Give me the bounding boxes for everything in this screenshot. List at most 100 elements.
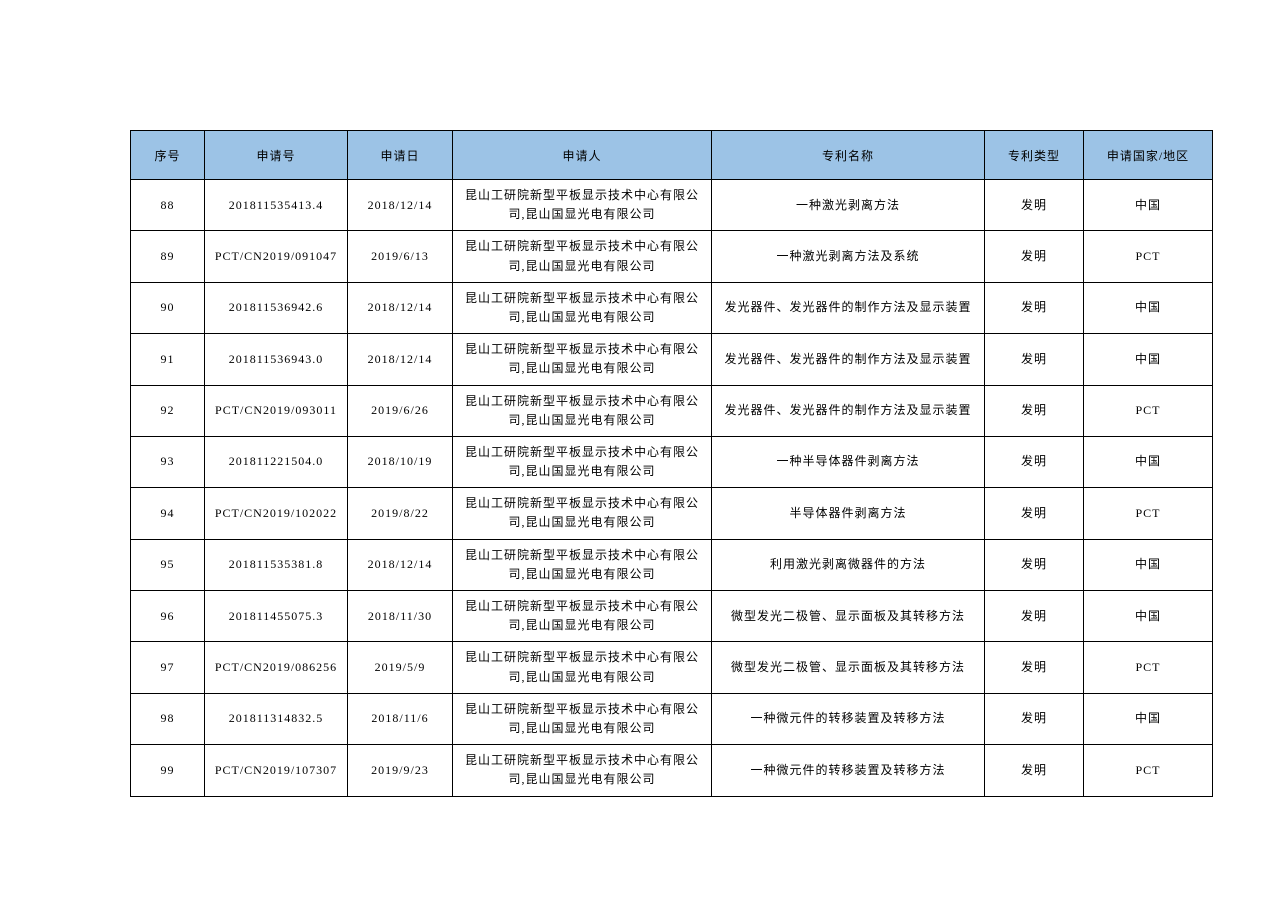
table-row: 88201811535413.42018/12/14昆山工研院新型平板显示技术中… xyxy=(131,180,1213,231)
cell-seq: 99 xyxy=(131,745,205,796)
table-row: 99PCT/CN2019/1073072019/9/23昆山工研院新型平板显示技… xyxy=(131,745,1213,796)
cell-applicant: 昆山工研院新型平板显示技术中心有限公司,昆山国显光电有限公司 xyxy=(453,282,712,333)
cell-patent-name: 发光器件、发光器件的制作方法及显示装置 xyxy=(712,282,985,333)
cell-country: 中国 xyxy=(1084,180,1213,231)
cell-applicant: 昆山工研院新型平板显示技术中心有限公司,昆山国显光电有限公司 xyxy=(453,436,712,487)
cell-seq: 95 xyxy=(131,539,205,590)
table-row: 94PCT/CN2019/1020222019/8/22昆山工研院新型平板显示技… xyxy=(131,488,1213,539)
patent-table: 序号 申请号 申请日 申请人 专利名称 专利类型 申请国家/地区 8820181… xyxy=(130,130,1213,797)
cell-patent-name: 发光器件、发光器件的制作方法及显示装置 xyxy=(712,334,985,385)
cell-applicant: 昆山工研院新型平板显示技术中心有限公司,昆山国显光电有限公司 xyxy=(453,385,712,436)
cell-app-date: 2019/8/22 xyxy=(348,488,453,539)
cell-patent-name: 一种激光剥离方法 xyxy=(712,180,985,231)
cell-patent-type: 发明 xyxy=(985,591,1084,642)
cell-country: 中国 xyxy=(1084,539,1213,590)
cell-applicant: 昆山工研院新型平板显示技术中心有限公司,昆山国显光电有限公司 xyxy=(453,231,712,282)
cell-app-no: PCT/CN2019/093011 xyxy=(205,385,348,436)
cell-app-date: 2019/6/26 xyxy=(348,385,453,436)
table-body: 88201811535413.42018/12/14昆山工研院新型平板显示技术中… xyxy=(131,180,1213,797)
cell-patent-name: 一种微元件的转移装置及转移方法 xyxy=(712,693,985,744)
cell-country: 中国 xyxy=(1084,282,1213,333)
cell-seq: 90 xyxy=(131,282,205,333)
cell-patent-type: 发明 xyxy=(985,180,1084,231)
table-row: 98201811314832.52018/11/6昆山工研院新型平板显示技术中心… xyxy=(131,693,1213,744)
cell-seq: 92 xyxy=(131,385,205,436)
cell-app-date: 2018/12/14 xyxy=(348,539,453,590)
cell-patent-name: 一种半导体器件剥离方法 xyxy=(712,436,985,487)
cell-app-no: PCT/CN2019/107307 xyxy=(205,745,348,796)
cell-app-date: 2018/10/19 xyxy=(348,436,453,487)
cell-patent-name: 一种激光剥离方法及系统 xyxy=(712,231,985,282)
cell-app-date: 2018/11/30 xyxy=(348,591,453,642)
col-header-seq: 序号 xyxy=(131,131,205,180)
cell-country: 中国 xyxy=(1084,591,1213,642)
cell-patent-name: 一种微元件的转移装置及转移方法 xyxy=(712,745,985,796)
cell-country: 中国 xyxy=(1084,693,1213,744)
cell-app-date: 2018/11/6 xyxy=(348,693,453,744)
cell-app-date: 2019/9/23 xyxy=(348,745,453,796)
table-row: 97PCT/CN2019/0862562019/5/9昆山工研院新型平板显示技术… xyxy=(131,642,1213,693)
col-header-patent-name: 专利名称 xyxy=(712,131,985,180)
cell-app-date: 2018/12/14 xyxy=(348,334,453,385)
cell-patent-name: 发光器件、发光器件的制作方法及显示装置 xyxy=(712,385,985,436)
cell-applicant: 昆山工研院新型平板显示技术中心有限公司,昆山国显光电有限公司 xyxy=(453,334,712,385)
cell-applicant: 昆山工研院新型平板显示技术中心有限公司,昆山国显光电有限公司 xyxy=(453,539,712,590)
cell-country: 中国 xyxy=(1084,334,1213,385)
cell-seq: 98 xyxy=(131,693,205,744)
cell-seq: 89 xyxy=(131,231,205,282)
cell-patent-type: 发明 xyxy=(985,642,1084,693)
cell-patent-name: 微型发光二极管、显示面板及其转移方法 xyxy=(712,642,985,693)
cell-app-date: 2018/12/14 xyxy=(348,282,453,333)
patent-table-container: 序号 申请号 申请日 申请人 专利名称 专利类型 申请国家/地区 8820181… xyxy=(130,130,1150,797)
table-header-row: 序号 申请号 申请日 申请人 专利名称 专利类型 申请国家/地区 xyxy=(131,131,1213,180)
table-row: 90201811536942.62018/12/14昆山工研院新型平板显示技术中… xyxy=(131,282,1213,333)
cell-patent-name: 微型发光二极管、显示面板及其转移方法 xyxy=(712,591,985,642)
table-row: 93201811221504.02018/10/19昆山工研院新型平板显示技术中… xyxy=(131,436,1213,487)
col-header-app-date: 申请日 xyxy=(348,131,453,180)
cell-applicant: 昆山工研院新型平板显示技术中心有限公司,昆山国显光电有限公司 xyxy=(453,745,712,796)
col-header-applicant: 申请人 xyxy=(453,131,712,180)
table-row: 91201811536943.02018/12/14昆山工研院新型平板显示技术中… xyxy=(131,334,1213,385)
cell-app-date: 2018/12/14 xyxy=(348,180,453,231)
cell-app-no: PCT/CN2019/091047 xyxy=(205,231,348,282)
cell-seq: 96 xyxy=(131,591,205,642)
cell-app-date: 2019/5/9 xyxy=(348,642,453,693)
table-row: 89PCT/CN2019/0910472019/6/13昆山工研院新型平板显示技… xyxy=(131,231,1213,282)
cell-patent-type: 发明 xyxy=(985,334,1084,385)
cell-country: 中国 xyxy=(1084,436,1213,487)
cell-patent-type: 发明 xyxy=(985,693,1084,744)
cell-applicant: 昆山工研院新型平板显示技术中心有限公司,昆山国显光电有限公司 xyxy=(453,591,712,642)
cell-patent-name: 半导体器件剥离方法 xyxy=(712,488,985,539)
cell-seq: 94 xyxy=(131,488,205,539)
table-row: 92PCT/CN2019/0930112019/6/26昆山工研院新型平板显示技… xyxy=(131,385,1213,436)
col-header-patent-type: 专利类型 xyxy=(985,131,1084,180)
table-row: 95201811535381.82018/12/14昆山工研院新型平板显示技术中… xyxy=(131,539,1213,590)
cell-patent-type: 发明 xyxy=(985,231,1084,282)
cell-applicant: 昆山工研院新型平板显示技术中心有限公司,昆山国显光电有限公司 xyxy=(453,488,712,539)
table-row: 96201811455075.32018/11/30昆山工研院新型平板显示技术中… xyxy=(131,591,1213,642)
cell-app-no: 201811536942.6 xyxy=(205,282,348,333)
cell-country: PCT xyxy=(1084,488,1213,539)
cell-country: PCT xyxy=(1084,385,1213,436)
cell-app-no: PCT/CN2019/086256 xyxy=(205,642,348,693)
col-header-country: 申请国家/地区 xyxy=(1084,131,1213,180)
cell-patent-type: 发明 xyxy=(985,282,1084,333)
cell-app-no: 201811455075.3 xyxy=(205,591,348,642)
cell-applicant: 昆山工研院新型平板显示技术中心有限公司,昆山国显光电有限公司 xyxy=(453,693,712,744)
cell-patent-name: 利用激光剥离微器件的方法 xyxy=(712,539,985,590)
cell-country: PCT xyxy=(1084,231,1213,282)
cell-patent-type: 发明 xyxy=(985,745,1084,796)
cell-app-no: 201811535381.8 xyxy=(205,539,348,590)
col-header-app-no: 申请号 xyxy=(205,131,348,180)
cell-patent-type: 发明 xyxy=(985,436,1084,487)
cell-country: PCT xyxy=(1084,745,1213,796)
cell-app-date: 2019/6/13 xyxy=(348,231,453,282)
cell-patent-type: 发明 xyxy=(985,488,1084,539)
cell-patent-type: 发明 xyxy=(985,539,1084,590)
cell-app-no: 201811536943.0 xyxy=(205,334,348,385)
cell-applicant: 昆山工研院新型平板显示技术中心有限公司,昆山国显光电有限公司 xyxy=(453,642,712,693)
cell-app-no: PCT/CN2019/102022 xyxy=(205,488,348,539)
cell-app-no: 201811221504.0 xyxy=(205,436,348,487)
cell-patent-type: 发明 xyxy=(985,385,1084,436)
cell-seq: 93 xyxy=(131,436,205,487)
